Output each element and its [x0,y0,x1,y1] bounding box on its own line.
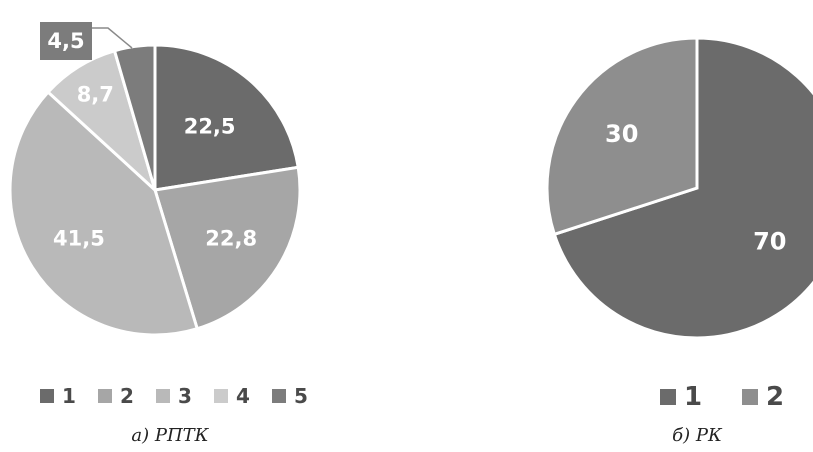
legend-swatch-rptk-2 [98,389,112,403]
legend-swatch-rk-2 [742,389,758,405]
data-label-rptk-4: 8,7 [77,82,114,106]
pie-slice-rptk-5 [112,43,157,191]
pie-chart-rptk: 22,5 22,8 41,5 8,7 4,5 [8,22,302,337]
leader-line-5 [92,27,133,49]
pie-slice-rptk-1 [153,43,300,192]
legend-label-rptk-2: 2 [120,384,134,408]
data-label-rptk-2: 22,8 [205,226,257,250]
data-label-rk-1: 70 [753,228,786,256]
caption-rk: б) РК [672,425,723,446]
pie-slice-rptk-2 [153,165,302,331]
legend-label-rptk-5: 5 [294,384,308,408]
legend-swatch-rptk-5 [272,389,286,403]
legend-label-rptk-3: 3 [178,384,192,408]
data-label-rptk-1: 22,5 [184,115,236,139]
data-label-rptk-5: 4,5 [47,29,84,53]
data-label-rk-2: 30 [605,120,638,148]
legend-label-rk-1: 1 [684,382,702,412]
data-label-rptk-3: 41,5 [53,226,105,250]
caption-rptk: а) РПТК [131,425,209,446]
legend-swatch-rptk-4 [214,389,228,403]
pie-slice-rk-1 [552,36,813,340]
legend-swatch-rptk-3 [156,389,170,403]
legend-swatch-rptk-1 [40,389,54,403]
legend-swatch-rk-1 [660,389,676,405]
legend-label-rk-2: 2 [766,382,784,412]
data-label-box-5 [40,22,92,60]
pie-slice-rptk-3 [8,89,200,337]
pie-slice-rk-2 [545,36,699,237]
legend-label-rptk-4: 4 [236,384,250,408]
legend-label-rptk-1: 1 [62,384,76,408]
pie-chart-rk: 70 30 [545,36,813,340]
legend-rptk: 1 2 3 4 5 [40,384,308,408]
